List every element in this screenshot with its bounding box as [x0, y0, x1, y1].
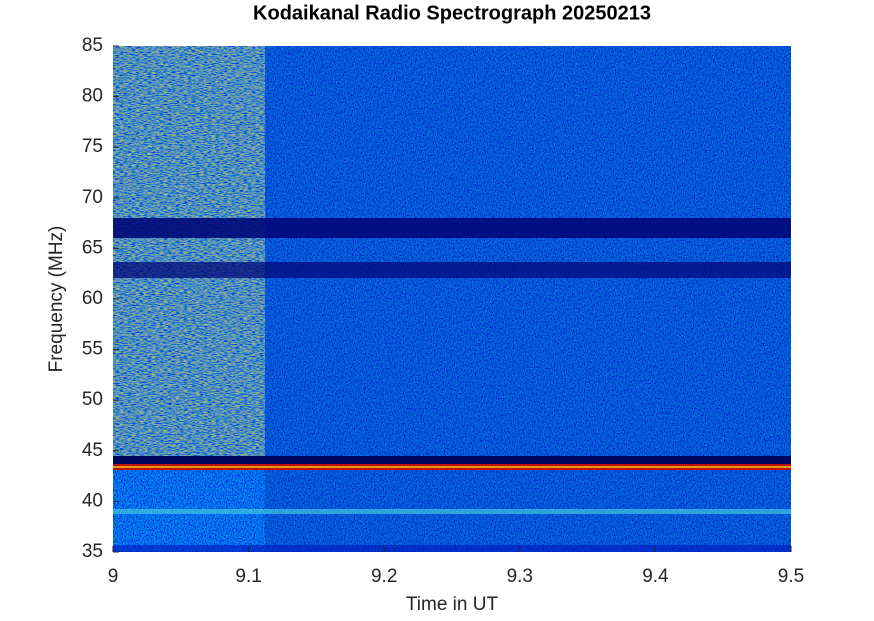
- chart-title: Kodaikanal Radio Spectrograph 20250213: [253, 2, 651, 24]
- x-tick-label: 9.5: [778, 566, 804, 587]
- x-tick-label: 9.1: [235, 566, 261, 587]
- y-tick-label: 60: [82, 288, 103, 309]
- x-axis-label: Time in UT: [406, 594, 499, 615]
- y-axis-label: Frequency (MHz): [46, 226, 67, 373]
- spectrogram-image: [113, 46, 791, 552]
- y-tick-label: 35: [82, 541, 103, 562]
- x-tick-label: 9.4: [642, 566, 669, 587]
- y-tick-label: 45: [82, 440, 103, 461]
- x-tick-label: 9.3: [507, 566, 533, 587]
- y-tick-label: 65: [82, 237, 103, 258]
- y-tick-label: 50: [82, 389, 103, 410]
- y-tick-label: 70: [82, 187, 103, 208]
- y-tick-label: 80: [82, 86, 103, 107]
- y-tick-label: 40: [82, 490, 103, 511]
- y-tick-label: 55: [82, 339, 103, 360]
- x-tick-label: 9: [108, 566, 119, 587]
- y-tick-label: 85: [82, 35, 103, 56]
- x-tick-label: 9.2: [371, 566, 397, 587]
- y-tick-label: 75: [82, 136, 103, 157]
